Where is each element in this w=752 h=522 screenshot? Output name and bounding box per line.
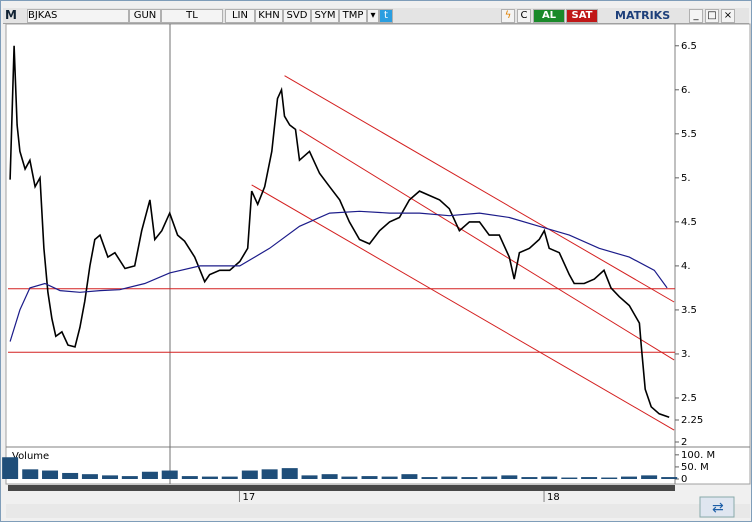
- volume-bar: [521, 477, 538, 479]
- sync-icon: ⇄: [712, 500, 724, 516]
- x-tick-label: 18: [547, 492, 560, 503]
- volume-bar: [401, 474, 418, 479]
- volume-bar: [301, 475, 318, 479]
- y-tick-label: 3.: [681, 349, 691, 360]
- volume-bar: [441, 476, 458, 479]
- volume-bar: [581, 477, 598, 479]
- volume-bar: [102, 475, 119, 479]
- volume-bar: [261, 469, 278, 479]
- button[interactable]: GUN: [129, 9, 161, 23]
- toolbar: M BJKAS GUN TL LIN KHN SVD SYM TMP ▾ t ϟ…: [3, 8, 749, 24]
- trend-line: [284, 75, 675, 303]
- buy-button[interactable]: AL: [533, 9, 565, 23]
- dropdown[interactable]: ▾: [367, 9, 379, 23]
- scrollbar: [6, 504, 750, 518]
- maximize[interactable]: □: [705, 9, 719, 23]
- plot-frame: [5, 23, 751, 485]
- volume-bar: [341, 476, 358, 479]
- volume-bar: [221, 476, 238, 479]
- trend-line: [299, 129, 675, 361]
- y-tick-label: 5.: [681, 173, 691, 184]
- sync-button[interactable]: [699, 496, 735, 518]
- moving-average: [9, 210, 668, 342]
- y-tick-label: 3.5: [681, 305, 697, 316]
- y-tick-label: 5.5: [681, 129, 697, 140]
- button[interactable]: TMP: [339, 9, 367, 23]
- y-tick-label: 50. M: [681, 462, 709, 473]
- button[interactable]: TL: [161, 9, 223, 23]
- volume-bar: [281, 468, 298, 479]
- volume-bar: [561, 477, 578, 479]
- price-line: [9, 45, 670, 419]
- trend-line: [251, 184, 675, 431]
- refresh-button[interactable]: C: [517, 9, 531, 23]
- volume-bar: [661, 477, 678, 479]
- y-tick-label: 0: [681, 474, 687, 485]
- y-tick-label: 4.: [681, 261, 691, 272]
- date-strip: [8, 485, 675, 491]
- brand: MATRIKS: [615, 9, 671, 22]
- y-tick-label: 4.5: [681, 217, 697, 228]
- y-tick-label: 2: [681, 437, 687, 448]
- flash-button[interactable]: ϟ: [501, 9, 515, 23]
- logo: M: [5, 8, 17, 22]
- volume-bar: [121, 476, 138, 479]
- volume-bar: [201, 476, 218, 479]
- button[interactable]: KHN: [255, 9, 283, 23]
- volume-bar: [361, 476, 378, 479]
- volume-bar: [141, 471, 158, 479]
- button[interactable]: SYM: [311, 9, 339, 23]
- volume-bar: [2, 457, 19, 479]
- y-tick-label: 2.5: [681, 393, 697, 404]
- volume-bar: [461, 477, 478, 479]
- volume-bar: [22, 469, 39, 479]
- symbol-box[interactable]: BJKAS: [27, 9, 129, 23]
- y-tick-label: 6.: [681, 85, 691, 96]
- button[interactable]: SVD: [283, 9, 311, 23]
- volume-bar: [42, 470, 59, 479]
- volume-bar: [181, 476, 198, 479]
- y-tick-label: 6.5: [681, 41, 697, 52]
- share-button[interactable]: t: [379, 9, 393, 23]
- volume-bar: [421, 477, 438, 479]
- sell-button[interactable]: SAT: [566, 9, 598, 23]
- volume-bar: [601, 477, 618, 479]
- volume-bar: [381, 476, 398, 479]
- y-tick-label: 2.25: [681, 415, 703, 426]
- volume-bar: [641, 475, 658, 479]
- volume-bar: [501, 475, 518, 479]
- close[interactable]: ×: [721, 9, 735, 23]
- x-tick-label: 17: [242, 492, 255, 503]
- volume-bar: [541, 476, 558, 479]
- volume-bar: [321, 474, 338, 479]
- volume-bar: [621, 476, 638, 479]
- panel-title: Volume: [12, 451, 49, 462]
- minimize[interactable]: _: [689, 9, 703, 23]
- volume-bar: [241, 470, 258, 479]
- volume-bar: [62, 472, 79, 479]
- volume-bar: [161, 470, 178, 479]
- volume-bar: [481, 476, 498, 479]
- y-tick-label: 100. M: [681, 450, 715, 461]
- volume-bar: [81, 474, 98, 479]
- button[interactable]: LIN: [225, 9, 255, 23]
